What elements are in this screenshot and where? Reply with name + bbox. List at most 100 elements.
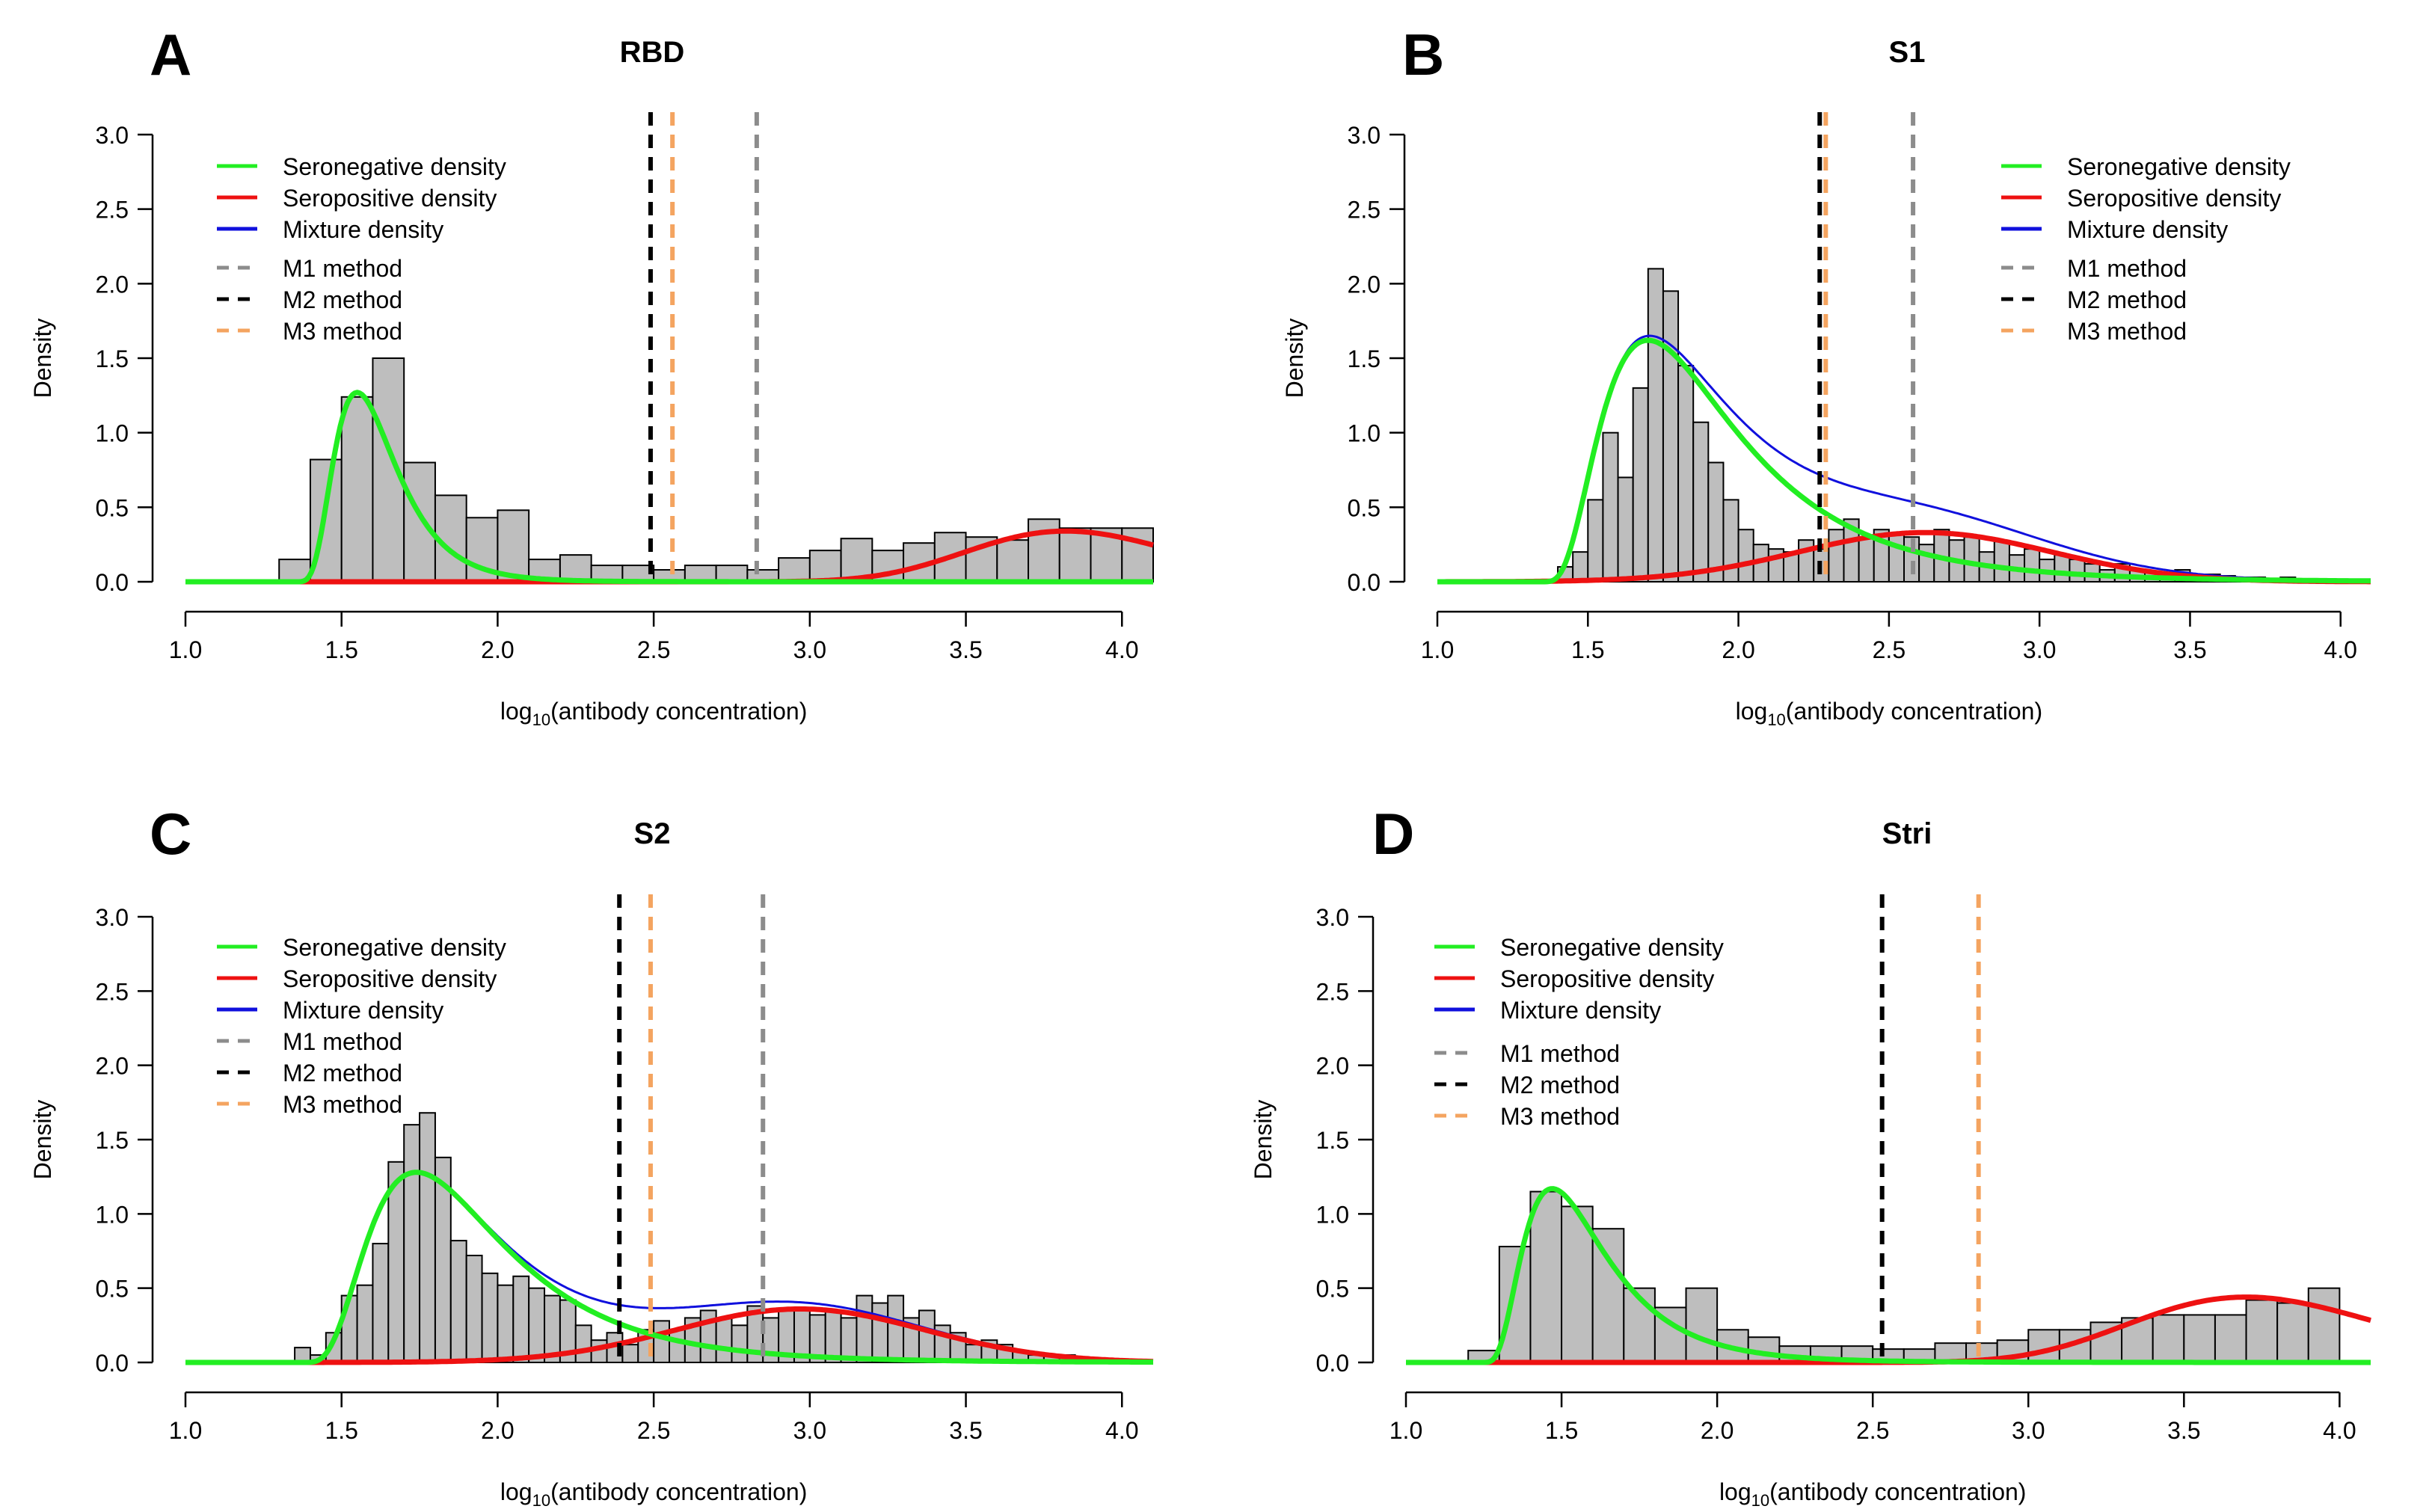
legend: Seronegative density Seropositive density…	[217, 153, 506, 345]
histogram-bar	[403, 461, 436, 583]
y-tick-label: 1.0	[96, 420, 129, 447]
x-tick-label: 1.5	[1545, 1417, 1578, 1444]
y-tick-label: 0.5	[1316, 1276, 1349, 1303]
y-tick-label: 2.5	[1316, 978, 1349, 1005]
histogram-bar	[1685, 1287, 1719, 1363]
y-tick-label: 2.5	[96, 197, 129, 224]
histogram-bar	[1918, 544, 1935, 583]
legend-label: M3 method	[2067, 318, 2187, 345]
seronegative-density-line	[185, 390, 1154, 585]
histogram-bar	[419, 1112, 436, 1363]
panel-letter: B	[1402, 22, 1444, 87]
histogram-bar	[2152, 1314, 2185, 1363]
panel-letter: D	[1372, 801, 1414, 867]
histogram-bar	[1828, 529, 1845, 583]
x-tick-label: 3.0	[2012, 1417, 2045, 1444]
legend: Seronegative density Seropositive density…	[1434, 934, 1724, 1130]
x-axis-label: log10(antibody concentration)	[1719, 1478, 2027, 1510]
histogram-bar	[996, 539, 1030, 583]
x-tick-label: 2.5	[637, 1417, 670, 1444]
y-axis: 0.0 0.5 1.0 1.5 2.0 2.5 3.0 Density	[1281, 122, 1406, 596]
x-tick-label: 1.5	[1571, 636, 1604, 663]
histogram-bar	[1587, 499, 1604, 583]
legend-label: Mixture density	[2067, 216, 2228, 243]
histogram-bar	[512, 1275, 530, 1363]
x-tick-label: 2.5	[1873, 636, 1906, 663]
legend-label: Seronegative density	[1500, 934, 1724, 961]
histogram-bar	[808, 550, 842, 583]
histogram-bar	[2307, 1287, 2341, 1363]
legend-label: Mixture density	[283, 997, 443, 1024]
histogram-bar	[403, 1124, 421, 1363]
legend: Seronegative density Seropositive density…	[2001, 153, 2291, 345]
histogram-bar	[653, 1320, 670, 1363]
panel-title: Stri	[1882, 817, 1932, 850]
histogram-bar	[1737, 529, 1754, 583]
histogram-bar	[715, 1317, 733, 1364]
histogram-bar	[2183, 1314, 2216, 1363]
panel-b: B S1 0.0 0.5 1.0 1.5 2.0 2.5 3.0 Density 1.0 1.5 2.0…	[1281, 22, 2371, 729]
y-tick-label: 1.0	[1316, 1201, 1349, 1228]
histogram-bar	[497, 509, 530, 583]
x-tick-label: 4.0	[1105, 1417, 1138, 1444]
legend-label: Seropositive density	[283, 185, 497, 212]
histogram-bar	[1529, 1190, 1563, 1363]
x-axis-label-prefix: log	[500, 698, 532, 725]
y-tick-label: 2.5	[1348, 197, 1381, 224]
legend-label: Mixture density	[1500, 997, 1661, 1024]
histogram-bar	[1647, 268, 1664, 583]
y-tick-label: 3.0	[1316, 904, 1349, 931]
x-tick-label: 4.0	[2324, 636, 2356, 663]
y-tick-label: 0.0	[1348, 569, 1381, 596]
y-axis: 0.0 0.5 1.0 1.5 2.0 2.5 3.0 Density	[1250, 904, 1375, 1377]
x-axis: 1.0 1.5 2.0 2.5 3.0 3.5 4.0 log10(antibody conc…	[169, 610, 1139, 729]
panel-a: A RBD 0.0 0.5 1.0 1.5 2.0 2.5 3.0 Density 1.0 1.5 2.…	[29, 22, 1154, 729]
x-axis-label-suffix: (antibody concentration)	[1786, 698, 2042, 725]
y-tick-label: 2.0	[96, 1053, 129, 1080]
x-tick-label: 3.0	[2023, 636, 2056, 663]
histogram-bar	[2276, 1302, 2309, 1363]
y-tick-label: 2.0	[96, 271, 129, 298]
histogram-bar	[2054, 554, 2071, 583]
panel-title: S1	[1889, 36, 1926, 69]
histogram-bar	[497, 1284, 515, 1364]
seropositive-density-line	[185, 1306, 1154, 1365]
legend-label: M2 method	[283, 1060, 402, 1087]
x-tick-label: 1.5	[325, 1417, 357, 1444]
y-tick-label: 1.5	[96, 345, 129, 372]
histogram-bar	[1632, 387, 1649, 583]
legend-label: M1 method	[283, 1028, 402, 1055]
histogram-bar	[2245, 1299, 2279, 1364]
legend-label: M2 method	[283, 286, 402, 313]
y-tick-label: 0.0	[96, 569, 129, 596]
y-axis-label: Density	[29, 1100, 56, 1180]
x-tick-label: 3.5	[2167, 1417, 2200, 1444]
histogram-bar	[1677, 364, 1695, 583]
y-tick-label: 2.5	[96, 978, 129, 1005]
x-axis-label: log10(antibody concentration)	[500, 1478, 808, 1510]
x-tick-label: 2.5	[1856, 1417, 1889, 1444]
x-tick-label: 2.0	[481, 636, 514, 663]
legend: Seronegative density Seropositive density…	[217, 934, 506, 1118]
legend-label: M3 method	[283, 1091, 402, 1118]
legend-label: M1 method	[283, 255, 402, 282]
panel-d: D Stri 0.0 0.5 1.0 1.5 2.0 2.5 3.0 Density 1.0 1.5 2…	[1250, 801, 2371, 1510]
x-tick-label: 1.0	[169, 636, 202, 663]
legend-label: M1 method	[1500, 1040, 1620, 1067]
histogram-bar	[1707, 461, 1725, 583]
legend-label: Seronegative density	[283, 153, 506, 180]
y-axis-label: Density	[1250, 1100, 1277, 1180]
histogram-bar	[731, 1324, 749, 1364]
legend-label: Seropositive density	[2067, 185, 2281, 212]
x-tick-label: 4.0	[2323, 1417, 2356, 1444]
x-axis-label: log10(antibody concentration)	[500, 698, 808, 729]
x-axis-label-subscript: 10	[1767, 710, 1785, 729]
histogram-bar	[1028, 518, 1060, 583]
x-axis: 1.0 1.5 2.0 2.5 3.0 3.5 4.0 log10(antibody conc…	[1390, 1391, 2356, 1510]
legend-label: Seronegative density	[2067, 153, 2291, 180]
histogram-bar	[2069, 559, 2086, 583]
y-tick-label: 1.0	[96, 1201, 129, 1228]
y-tick-label: 1.5	[96, 1127, 129, 1154]
x-tick-label: 1.0	[1390, 1417, 1422, 1444]
